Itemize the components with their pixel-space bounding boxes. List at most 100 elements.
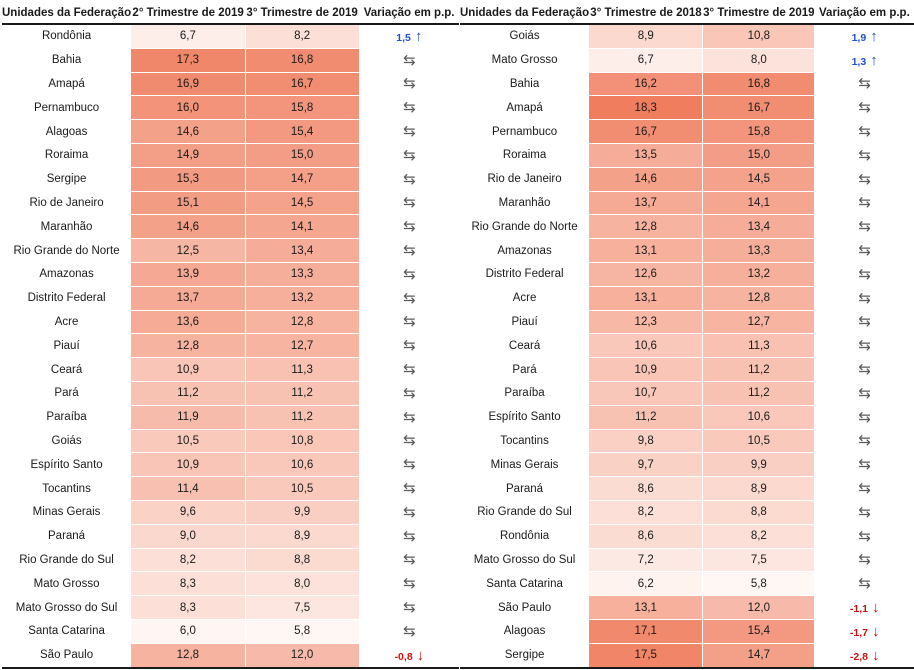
uf-name: Piauí: [460, 310, 590, 335]
variation-cell: -0,8 ↓: [359, 643, 460, 669]
value-period-a: 11,4: [131, 476, 246, 501]
value-period-b: 15,4: [702, 619, 816, 644]
value-period-b: 8,2: [702, 524, 816, 549]
value-period-b: 9,9: [245, 500, 360, 525]
swap-arrows-icon: ⇆: [858, 337, 871, 355]
swap-arrows-icon: ⇆: [403, 503, 416, 521]
swap-arrows-icon: ⇆: [403, 123, 416, 141]
table-row: Rio de Janeiro 14,6 14,5 ⇆: [460, 167, 914, 192]
value-period-a: 13,7: [589, 191, 704, 216]
swap-arrows-icon: ⇆: [858, 75, 871, 93]
variation-cell: ⇆: [359, 191, 460, 216]
value-period-b: 10,8: [245, 429, 360, 454]
uf-name: Distrito Federal: [2, 286, 132, 311]
swap-arrows-icon: ⇆: [403, 456, 416, 474]
value-period-b: 13,3: [245, 262, 360, 287]
table-row: Piauí 12,8 12,7 ⇆: [2, 333, 460, 359]
uf-name: Paraná: [2, 524, 132, 549]
value-period-a: 12,8: [589, 214, 704, 240]
table-row: Maranhão 13,7 14,1 ⇆: [460, 191, 914, 216]
uf-name: Pará: [460, 357, 590, 382]
uf-name: Alagoas: [2, 119, 132, 144]
variation-cell: ⇆: [359, 119, 460, 144]
value-period-a: 17,3: [131, 48, 246, 73]
swap-arrows-icon: ⇆: [858, 313, 871, 331]
swap-arrows-icon: ⇆: [403, 99, 416, 117]
table-row: Tocantins 9,8 10,5 ⇆: [460, 429, 914, 454]
table-row: Alagoas 17,1 15,4 -1,7 ↓: [460, 619, 914, 644]
value-period-b: 11,2: [702, 381, 816, 406]
uf-name: Pernambuco: [460, 119, 590, 144]
swap-arrows-icon: ⇆: [403, 75, 416, 93]
table-row: Pará 10,9 11,2 ⇆: [460, 357, 914, 382]
table-row: Goiás 8,9 10,8 1,9 ↑: [460, 24, 914, 49]
table-row: Amazonas 13,1 13,3 ⇆: [460, 238, 914, 263]
table-row: Amapá 18,3 16,7 ⇆: [460, 95, 914, 121]
table-row: Paraná 9,0 8,9 ⇆: [2, 524, 460, 549]
uf-name: Mato Grosso: [460, 48, 590, 73]
table-row: Sergipe 17,5 14,7 -2,8 ↓: [460, 643, 914, 669]
table-left: Unidades da Federação 2° Trimestre de 20…: [2, 3, 460, 669]
value-period-b: 10,6: [702, 405, 816, 430]
value-period-a: 8,6: [589, 524, 704, 549]
value-period-b: 15,0: [702, 143, 816, 168]
uf-name: Goiás: [2, 429, 132, 454]
variation-cell: ⇆: [814, 405, 914, 430]
value-period-a: 15,1: [131, 191, 246, 216]
uf-name: Mato Grosso do Sul: [2, 595, 132, 620]
value-period-b: 8,9: [245, 524, 360, 549]
table-row: Minas Gerais 9,7 9,9 ⇆: [460, 452, 914, 478]
variation-cell: ⇆: [814, 262, 914, 287]
value-period-b: 16,8: [245, 48, 360, 73]
variation-cell: ⇆: [359, 95, 460, 121]
swap-arrows-icon: ⇆: [403, 313, 416, 331]
value-period-b: 12,8: [245, 310, 360, 335]
swap-arrows-icon: ⇆: [858, 170, 871, 188]
value-period-b: 11,3: [702, 333, 816, 359]
value-period-b: 7,5: [702, 548, 816, 573]
value-period-a: 8,2: [131, 548, 246, 573]
swap-arrows-icon: ⇆: [858, 408, 871, 426]
variation-cell: ⇆: [814, 72, 914, 97]
value-period-a: 16,9: [131, 72, 246, 97]
value-period-a: 13,9: [131, 262, 246, 287]
swap-arrows-icon: ⇆: [858, 432, 871, 450]
variation-value: 1,9: [851, 31, 867, 44]
uf-name: Acre: [2, 310, 132, 335]
value-period-a: 12,3: [589, 310, 704, 335]
variation-cell: ⇆: [359, 167, 460, 192]
uf-name: Bahia: [2, 48, 132, 73]
table-row: Espírito Santo 10,9 10,6 ⇆: [2, 452, 460, 478]
value-period-a: 10,5: [131, 429, 246, 454]
swap-arrows-icon: ⇆: [403, 194, 416, 212]
variation-value: 1,5: [396, 31, 411, 44]
value-period-b: 8,9: [702, 476, 816, 501]
variation-cell: ⇆: [359, 476, 460, 501]
value-period-b: 8,0: [702, 48, 816, 73]
variation-value: -0,8: [394, 650, 413, 663]
value-period-a: 17,5: [589, 643, 704, 669]
value-period-a: 8,6: [589, 476, 704, 501]
table-row: Rio de Janeiro 15,1 14,5 ⇆: [2, 191, 460, 216]
swap-arrows-icon: ⇆: [403, 337, 416, 355]
value-period-a: 8,2: [589, 500, 704, 525]
variation-cell: ⇆: [814, 191, 914, 216]
variation-value: 1,3: [851, 55, 867, 68]
value-period-b: 14,5: [702, 167, 816, 192]
table-row: Santa Catarina 6,2 5,8 ⇆: [460, 571, 914, 597]
swap-arrows-icon: ⇆: [403, 361, 416, 379]
variation-cell: -1,1 ↓: [814, 595, 914, 620]
value-period-a: 15,3: [131, 167, 246, 192]
value-period-a: 10,9: [131, 452, 246, 478]
value-period-a: 13,1: [589, 238, 704, 263]
value-period-a: 13,1: [589, 286, 704, 311]
value-period-b: 11,2: [245, 405, 360, 430]
table-row: Bahia 17,3 16,8 ⇆: [2, 48, 460, 73]
uf-name: Maranhão: [2, 214, 132, 240]
value-period-b: 10,5: [702, 429, 816, 454]
value-period-b: 11,3: [245, 357, 360, 382]
swap-arrows-icon: ⇆: [403, 408, 416, 426]
variation-cell: ⇆: [359, 381, 460, 406]
value-period-a: 14,6: [589, 167, 704, 192]
value-period-b: 15,8: [702, 119, 816, 144]
